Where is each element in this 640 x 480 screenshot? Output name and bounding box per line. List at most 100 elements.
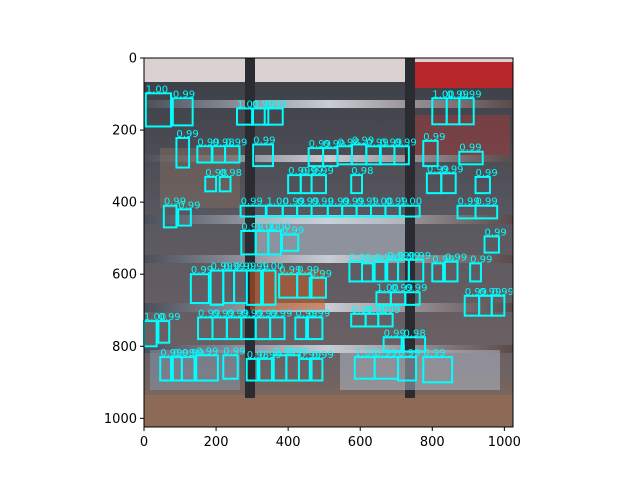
detection-score-label: 0.99 (164, 197, 186, 208)
x-tick-label: 600 (348, 435, 373, 450)
y-tick-label: 400 (112, 196, 137, 211)
detection-box (245, 357, 259, 382)
detection-box (258, 357, 273, 382)
detection-box (474, 175, 491, 195)
detection-score-label: 1.00 (146, 84, 168, 95)
detection-score-label: 0.99 (198, 308, 220, 319)
detection-score-label: 0.99 (265, 99, 287, 110)
detection-score-label: 1.00 (144, 312, 166, 323)
detection-score-label: 1.00 (268, 222, 290, 233)
detection-boxes (143, 92, 506, 384)
detection-score-label: 0.99 (197, 137, 219, 148)
detection-score-label: 0.99 (447, 89, 469, 100)
detection-score-label: 0.99 (234, 262, 256, 273)
detection-score-label: 0.99 (297, 265, 319, 276)
detection-box (373, 260, 387, 283)
x-tick-label: 400 (276, 435, 301, 450)
detection-score-label: 0.98 (205, 168, 227, 179)
detection-box (175, 136, 191, 169)
detection-score-label: 0.99 (378, 305, 400, 316)
detection-score-label: 0.99 (352, 135, 374, 146)
detection-box (306, 316, 324, 341)
detection-box (402, 336, 427, 353)
detection-score-label: 0.99 (312, 197, 334, 208)
detection-score-label: 0.99 (176, 129, 198, 140)
detection-box (157, 320, 171, 344)
detection-score-label: 0.99 (465, 287, 487, 298)
detection-box (296, 273, 313, 299)
detection-box (281, 233, 300, 252)
detection-score-label: 0.99 (223, 346, 245, 357)
detection-score-label: 0.99 (196, 346, 218, 357)
detection-score-label: 0.99 (479, 287, 501, 298)
detection-box (218, 175, 232, 193)
detection-score-label: 0.99 (158, 312, 180, 323)
detection-score-label: 0.98 (220, 168, 242, 179)
detection-box (162, 204, 178, 229)
detection-score-label: 0.99 (301, 166, 323, 177)
detection-score-label: 0.99 (432, 254, 454, 265)
detection-score-label: 0.99 (312, 350, 334, 361)
cooler-photo (144, 58, 513, 427)
detection-box (263, 107, 284, 126)
detection-score-label: 0.99 (160, 348, 182, 359)
y-tick-label: 800 (112, 340, 137, 355)
detection-score-label: 0.99 (270, 308, 292, 319)
detection-box (260, 269, 277, 306)
detection-score-label: 0.99 (323, 139, 345, 150)
detection-score-label: 0.99 (445, 253, 467, 264)
detection-score-label: 0.99 (380, 137, 402, 148)
detection-score-label: 0.99 (387, 251, 409, 262)
detection-score-label: 0.99 (398, 348, 420, 359)
detection-box (189, 273, 210, 305)
y-tick-label: 0 (129, 52, 137, 67)
detection-box (222, 354, 239, 380)
detection-box (251, 107, 270, 126)
detection-score-label: 0.99 (173, 89, 195, 100)
y-axis: 0 200 400 600 800 1000 (104, 52, 144, 427)
y-tick-label: 200 (112, 124, 137, 139)
detection-score-label: 0.99 (441, 164, 463, 175)
detection-score-label: 0.99 (384, 328, 406, 339)
plot-frame (143, 57, 514, 428)
detection-score-label: 0.99 (357, 197, 379, 208)
detection-score-label: 0.99 (342, 197, 364, 208)
detection-score-label: 0.99 (225, 137, 247, 148)
detection-box (252, 143, 275, 168)
detection-box (224, 145, 241, 164)
detection-score-label: 1.00 (256, 222, 278, 233)
detection-score-label: 0.99 (227, 308, 249, 319)
detection-score-label: 0.99 (279, 265, 301, 276)
detection-score-label: 0.99 (398, 251, 420, 262)
detection-score-label: 1.00 (237, 99, 259, 110)
detection-score-label: 0.99 (476, 168, 498, 179)
detection-score-label: 0.99 (385, 197, 407, 208)
x-tick-label: 800 (420, 435, 445, 450)
detection-score-label: 0.98 (351, 166, 373, 177)
detection-box (382, 336, 403, 353)
x-tick-label: 200 (204, 435, 229, 450)
detection-score-label: 0.98 (338, 137, 360, 148)
detection-score-label: 0.99 (351, 305, 373, 316)
detection-score-label: 0.99 (312, 166, 334, 177)
detection-box (171, 97, 194, 127)
detection-score-label: 1.00 (261, 262, 283, 273)
detection-labels: 1.00 0.991.000.990.991.000.990.990.990.99… (144, 84, 514, 361)
x-tick-label: 0 (140, 435, 148, 450)
detection-box (177, 208, 192, 227)
detection-score-label: 0.99 (409, 251, 431, 262)
detection-box (398, 204, 421, 218)
detection-box (397, 356, 418, 382)
detection-score-label: 1.00 (376, 283, 398, 294)
detection-score-label: 0.99 (223, 262, 245, 273)
detection-score-label: 0.99 (282, 226, 304, 237)
detection-score-label: 0.99 (241, 197, 263, 208)
detection-score-label: 0.99 (375, 253, 397, 264)
detection-score-label: 0.99 (458, 197, 480, 208)
detection-box (474, 204, 499, 220)
detection-score-label: 0.99 (241, 222, 263, 233)
detection-box (483, 235, 500, 254)
detection-box (469, 262, 482, 283)
detection-score-label: 0.99 (349, 253, 371, 264)
x-tick-label: 1000 (488, 435, 521, 450)
